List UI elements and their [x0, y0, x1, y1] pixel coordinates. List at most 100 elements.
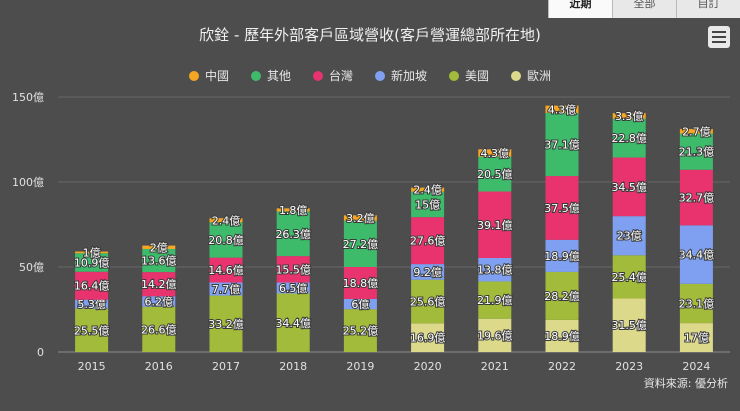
bar-segment [679, 225, 713, 284]
data-label: 20.5億 [477, 168, 513, 181]
tab-custom[interactable]: 自訂 [676, 0, 740, 18]
bar-segment [545, 319, 579, 352]
bar-segment [411, 264, 445, 280]
data-label: 32.7億 [679, 192, 715, 205]
legend-swatch [312, 70, 323, 81]
bar-segment [612, 113, 646, 119]
bar-segment [276, 293, 310, 352]
bar-segment [142, 248, 176, 273]
data-label: 18.8億 [343, 277, 379, 290]
legend-item[interactable]: 中國 [188, 67, 229, 84]
x-tick-label: 2015 [78, 360, 106, 373]
data-label: 14.2億 [141, 278, 177, 291]
data-label: 18.9億 [544, 330, 580, 343]
bar-segment [209, 222, 243, 258]
data-label: 17億 [684, 332, 709, 345]
data-label: 16.4億 [74, 280, 110, 293]
bar-segment [478, 149, 512, 157]
bar-segment [209, 282, 243, 296]
data-label: 1.8億 [279, 204, 308, 217]
chart-title: 欣銓 - 歷年外部客戶區域營收(客戶營運總部所在地) [199, 26, 541, 44]
bar-segment [276, 211, 310, 257]
data-label: 31.5億 [611, 319, 647, 332]
data-label: 4.3億 [548, 103, 577, 116]
bar-segment [209, 257, 243, 283]
bar-segment [142, 245, 176, 249]
range-tabs: 近期 全部 自訂 [548, 0, 740, 18]
y-tick-label: 100億 [12, 176, 44, 189]
bar-segment [209, 295, 243, 352]
data-label: 27.2億 [343, 238, 379, 251]
data-label: 22.8億 [611, 132, 647, 145]
bar-segment [679, 169, 713, 226]
y-tick-label: 150億 [12, 91, 44, 104]
data-label: 15億 [415, 198, 440, 211]
legend-swatch [449, 70, 460, 81]
data-label: 26.3億 [275, 228, 311, 241]
legend-label: 新加坡 [391, 69, 428, 83]
x-tick-label: 2020 [414, 360, 442, 373]
data-label: 21.9億 [477, 294, 513, 307]
data-label: 34.4億 [679, 249, 715, 262]
bar-segment [612, 255, 646, 299]
bar-segment [411, 279, 445, 324]
data-label: 2.7億 [682, 125, 711, 138]
tab-recent[interactable]: 近期 [548, 0, 612, 18]
bar-segment [75, 308, 109, 352]
legend-label: 歐洲 [527, 69, 552, 83]
legend-swatch [250, 70, 261, 81]
bar-segment [478, 257, 512, 282]
legend-item[interactable]: 台灣 [312, 67, 353, 84]
data-label: 23.1億 [679, 297, 715, 310]
bar-segment [142, 306, 176, 352]
data-label: 1億 [83, 246, 101, 259]
data-label: 37.1億 [544, 139, 580, 152]
bar-segment [276, 256, 310, 283]
data-label: 37.5億 [544, 202, 580, 215]
bar-segment [75, 271, 109, 300]
x-tick-label: 2022 [548, 360, 576, 373]
data-label: 14.6億 [208, 264, 244, 277]
bar-segment [612, 298, 646, 352]
data-label: 28.2億 [544, 290, 580, 303]
bar-segment [612, 118, 646, 158]
data-label: 6億 [351, 298, 369, 311]
bar-segment [545, 239, 579, 272]
bar-segment [343, 309, 377, 352]
data-label: 23億 [617, 230, 642, 243]
bar-segment [545, 112, 579, 177]
legend-item[interactable]: 其他 [250, 67, 291, 84]
data-label: 19.6億 [477, 329, 513, 342]
data-label: 25.4億 [611, 271, 647, 284]
bar-segment [679, 323, 713, 352]
data-label: 18.9億 [544, 250, 580, 263]
bar-segment [478, 318, 512, 352]
bar-segment [75, 253, 109, 272]
data-label: 6.2億 [145, 296, 174, 309]
legend-swatch [188, 70, 199, 81]
data-label: 7.7億 [212, 283, 241, 296]
data-label: 10.9億 [74, 256, 110, 269]
hamburger-menu-icon[interactable] [708, 26, 730, 48]
bar-segment [209, 218, 243, 223]
data-label: 39.1億 [477, 219, 513, 232]
y-tick-label: 0 [37, 346, 44, 359]
bar-segment [411, 187, 445, 192]
bar-segment [478, 281, 512, 319]
x-tick-label: 2024 [682, 360, 710, 373]
bar-segment [612, 157, 646, 217]
legend-item[interactable]: 美國 [449, 67, 489, 84]
legend-item[interactable]: 新加坡 [375, 67, 427, 84]
x-tick-label: 2017 [212, 360, 240, 373]
bar-segment [411, 217, 445, 265]
data-label: 2億 [150, 241, 168, 254]
data-label: 13.8億 [477, 264, 513, 277]
legend-item[interactable]: 歐洲 [511, 67, 551, 84]
data-label: 25.6億 [410, 296, 446, 309]
bar-segment [343, 298, 377, 310]
x-tick-label: 2023 [615, 360, 643, 373]
bar-segment [142, 272, 176, 297]
tab-all[interactable]: 全部 [612, 0, 676, 18]
bar-segment [679, 283, 713, 324]
